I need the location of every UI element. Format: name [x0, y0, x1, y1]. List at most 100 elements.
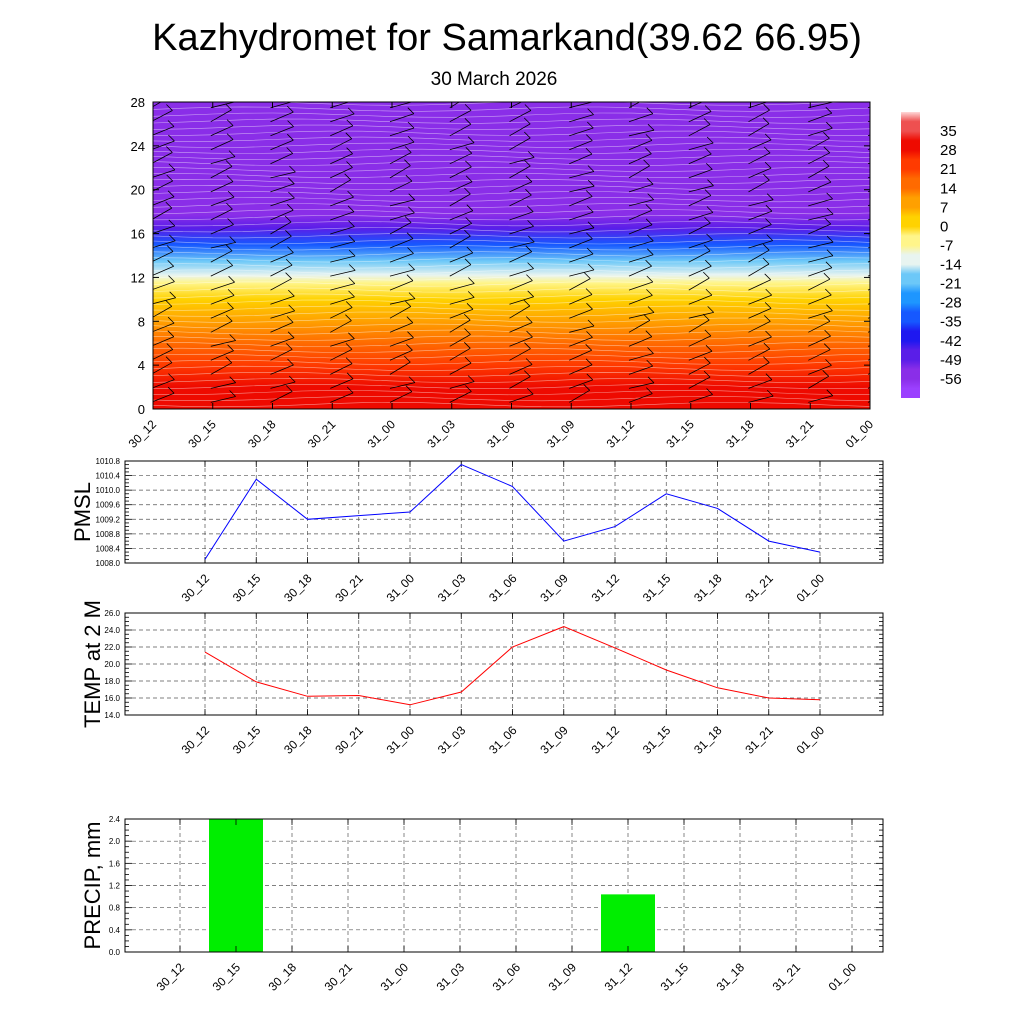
- x-tick-label: 31_21: [742, 723, 776, 757]
- wind-barb: [628, 320, 650, 333]
- wind-barb-flag: [345, 314, 352, 321]
- wind-barb-flag: [587, 179, 595, 187]
- wind-barb-flag: [288, 191, 295, 199]
- wind-barb-flag: [524, 131, 531, 139]
- wind-barb-flag: [705, 288, 713, 296]
- wind-barb-flag: [886, 262, 892, 268]
- x-tick-label: 30_12: [179, 571, 213, 605]
- wind-barb-flag: [586, 134, 593, 141]
- wind-barb-flag: [525, 188, 532, 196]
- wind-barb: [389, 127, 415, 137]
- colorbar-label: -35: [940, 314, 962, 331]
- wind-barb-flag: [285, 258, 293, 266]
- wind-barb: [330, 196, 354, 207]
- contour-line: [153, 287, 870, 293]
- wind-barb: [210, 308, 234, 319]
- wind-barb-flag: [824, 329, 831, 337]
- wind-barb-flag: [705, 259, 712, 267]
- wind-barb-flag: [346, 386, 354, 394]
- wind-barb: [748, 321, 771, 333]
- contour-line: [153, 371, 870, 378]
- wind-barb-flag: [646, 289, 653, 296]
- wind-barb: [330, 125, 353, 137]
- wind-barb: [628, 183, 654, 193]
- wind-barb: [270, 139, 294, 151]
- wind-barb-flag: [647, 376, 655, 384]
- y-tick-label: 24.0: [104, 626, 120, 635]
- wind-barb: [330, 363, 353, 375]
- wind-barb-flag: [225, 244, 233, 252]
- wind-barb: [569, 325, 595, 333]
- wind-barb: [748, 336, 772, 347]
- wind-barb: [808, 320, 831, 333]
- wind-barb: [569, 140, 593, 151]
- wind-barb-flag: [288, 289, 295, 297]
- wind-barb: [449, 381, 475, 389]
- x-tick-label: 31_00: [365, 417, 399, 451]
- wind-barb-flag: [407, 331, 414, 338]
- wind-barb: [330, 167, 353, 179]
- y-tick-label: 16: [131, 227, 145, 242]
- wind-barb-flag: [226, 175, 234, 182]
- wind-barb: [210, 265, 233, 277]
- wind-barb-flag: [165, 356, 173, 363]
- wind-barb-flag: [464, 328, 471, 335]
- wind-barb-flag: [406, 343, 413, 351]
- x-tick-label: 31_00: [378, 960, 412, 994]
- wind-barb: [628, 199, 654, 207]
- wind-barb-flag: [703, 271, 710, 279]
- x-tick-label: 30_12: [179, 723, 213, 757]
- wind-barb: [748, 395, 774, 403]
- wind-barb-flag: [284, 215, 292, 223]
- x-tick-label: 01_00: [826, 960, 860, 994]
- wind-barb: [808, 349, 831, 361]
- wind-barb: [330, 113, 355, 123]
- wind-barb: [210, 181, 234, 193]
- wind-barb: [748, 279, 771, 291]
- colorbar-label: -42: [940, 333, 962, 350]
- x-tick-label: 31_12: [589, 571, 623, 605]
- wind-barb: [270, 209, 294, 221]
- wind-barb-flag: [289, 165, 296, 173]
- wind-barb-flag: [704, 189, 712, 196]
- contour-line: [153, 245, 870, 251]
- x-tick-label: 30_18: [281, 723, 315, 757]
- wind-barb-flag: [826, 235, 834, 243]
- contour-line: [153, 118, 870, 124]
- wind-barb-flag: [646, 275, 654, 283]
- y-tick-label: 1008.4: [96, 544, 121, 553]
- wind-barb: [153, 251, 174, 262]
- wind-barb: [808, 102, 834, 109]
- wind-barb: [509, 364, 533, 375]
- y-tick-label: 20: [131, 183, 145, 198]
- wind-barb-flag: [286, 147, 293, 154]
- wind-barb-flag: [404, 355, 411, 363]
- contour-line: [153, 311, 870, 317]
- contour-line: [153, 347, 870, 353]
- wind-barb-flag: [227, 289, 235, 296]
- wind-barb: [210, 208, 233, 221]
- wind-barb: [270, 381, 296, 389]
- wind-barb: [210, 109, 232, 123]
- wind-barb: [210, 350, 234, 361]
- x-tick-label: 31_06: [490, 960, 524, 994]
- colorbar-label: -28: [940, 295, 962, 312]
- wind-barb-flag: [347, 107, 355, 115]
- x-tick-label: 30_18: [245, 417, 279, 451]
- wind-barb-flag: [345, 301, 353, 308]
- wind-barb-flag: [230, 96, 236, 102]
- wind-barb: [569, 185, 595, 193]
- y-tick-label: 8: [138, 314, 145, 329]
- x-tick-label: 31_03: [424, 417, 458, 451]
- chart-title: Kazhydromet for Samarkand(39.62 66.95): [152, 17, 862, 59]
- wind-barb-flag: [167, 260, 174, 267]
- wind-barb: [569, 253, 594, 263]
- contour-line: [153, 209, 870, 215]
- wind-barb-flag: [587, 263, 595, 271]
- wind-barb-flag: [166, 174, 173, 182]
- temperature-cross-section: 0 4 8 12 16 20 24 28 30_12 30_15 30_18 30_21 31_00 31…: [126, 95, 892, 451]
- wind-barb-flag: [883, 132, 889, 138]
- wind-barb: [389, 180, 413, 193]
- wind-barb: [628, 240, 654, 249]
- y-tick-label: 1009.6: [96, 501, 121, 510]
